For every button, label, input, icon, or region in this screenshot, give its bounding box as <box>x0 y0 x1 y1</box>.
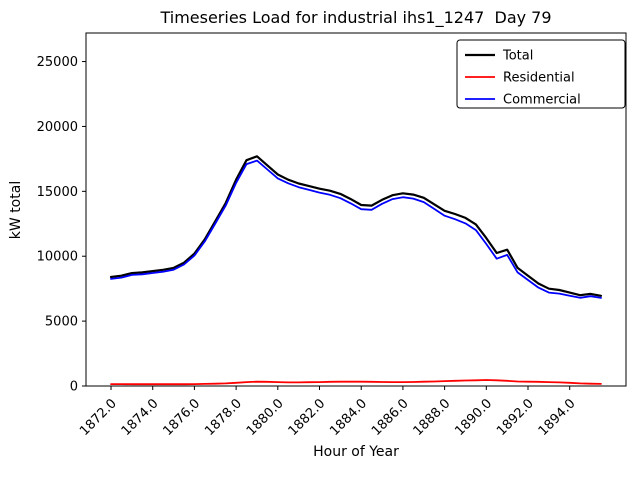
y-tick-label: 20000 <box>37 120 78 135</box>
series-residential-line <box>110 379 602 386</box>
legend-label-commercial: Commercial <box>503 93 581 108</box>
x-axis-label: Hour of Year <box>313 444 399 460</box>
y-tick-label: 0 <box>70 380 78 395</box>
y-tick-label: 5000 <box>45 315 78 330</box>
chart-title: Timeseries Load for industrial ihs1_1247… <box>159 8 551 28</box>
legend-label-total: Total <box>502 49 533 64</box>
axes-frame <box>85 32 627 387</box>
legend: Total Residential Commercial <box>456 39 626 109</box>
y-tick-label: 10000 <box>37 250 78 265</box>
series-total-line <box>109 155 603 297</box>
y-tick-label: 25000 <box>37 55 78 70</box>
legend-box <box>456 39 626 109</box>
series-layer <box>109 155 603 386</box>
y-tick-label: 15000 <box>37 185 78 200</box>
legend-label-residential: Residential <box>503 71 575 86</box>
series-commercial-line <box>110 159 602 299</box>
y-axis-label: kW total <box>8 181 24 239</box>
